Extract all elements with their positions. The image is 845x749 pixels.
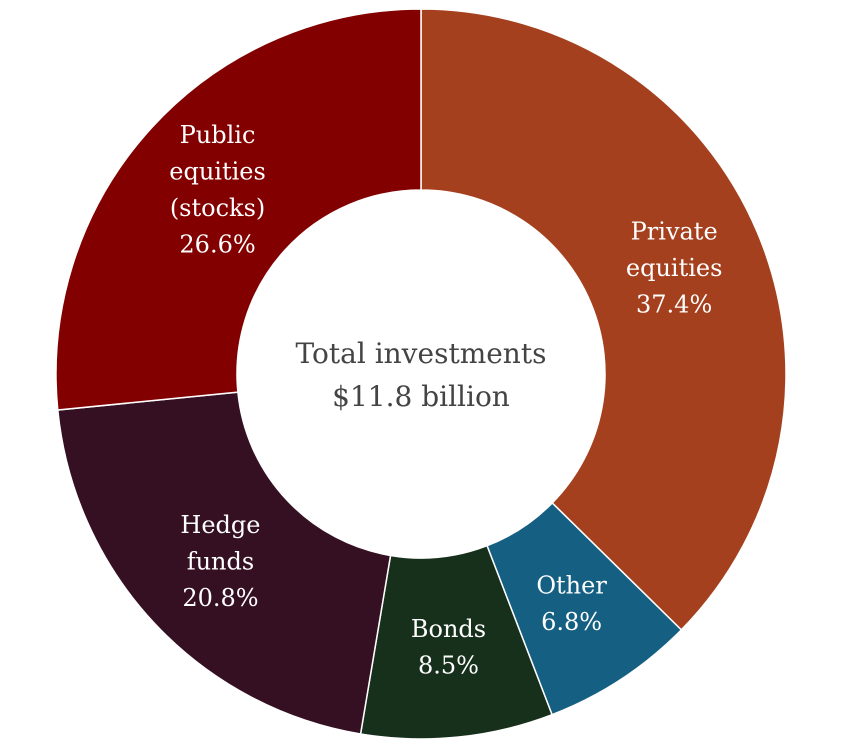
slice-value-label: 37.4% [636, 290, 712, 318]
slice-label-hedge-funds: Hedge funds 20.8% [180, 511, 260, 612]
slice-label-private-equities: Private equities 37.4% [626, 217, 723, 318]
slice-private-equities [420, 8, 787, 631]
slice-hedge-funds [56, 391, 392, 735]
slice-name-line: Other [536, 571, 607, 599]
slice-name-line: Bonds [411, 615, 486, 643]
slice-name-line: Hedge [180, 511, 260, 539]
slice-name-line: Public [180, 121, 256, 149]
slice-labels-layer: Private equities 37.4% Other 6.8% Bonds 8.5% He… [169, 121, 722, 679]
slice-label-other: Other 6.8% [536, 571, 607, 636]
slice-name-line: equities [626, 254, 723, 282]
slice-public-equities-stocks [55, 8, 422, 411]
center-label-title: Total investments [296, 337, 547, 370]
slice-name-line: funds [187, 547, 254, 575]
slice-value-label: 26.6% [179, 230, 255, 258]
slice-label-bonds: Bonds 8.5% [411, 615, 486, 680]
slice-name-line: (stocks) [170, 194, 265, 222]
slice-name-line: Private [631, 217, 718, 245]
slice-name-line: equities [169, 157, 266, 185]
slice-value-label: 6.8% [541, 608, 602, 636]
slice-value-label: 20.8% [182, 584, 258, 612]
center-label-total: $11.8 billion [332, 380, 510, 413]
slice-value-label: 8.5% [418, 651, 479, 679]
center-label: Total investments $11.8 billion [296, 337, 547, 413]
slice-label-public-equities-stocks: Public equities (stocks) 26.6% [169, 121, 266, 259]
slices-layer [55, 8, 787, 740]
